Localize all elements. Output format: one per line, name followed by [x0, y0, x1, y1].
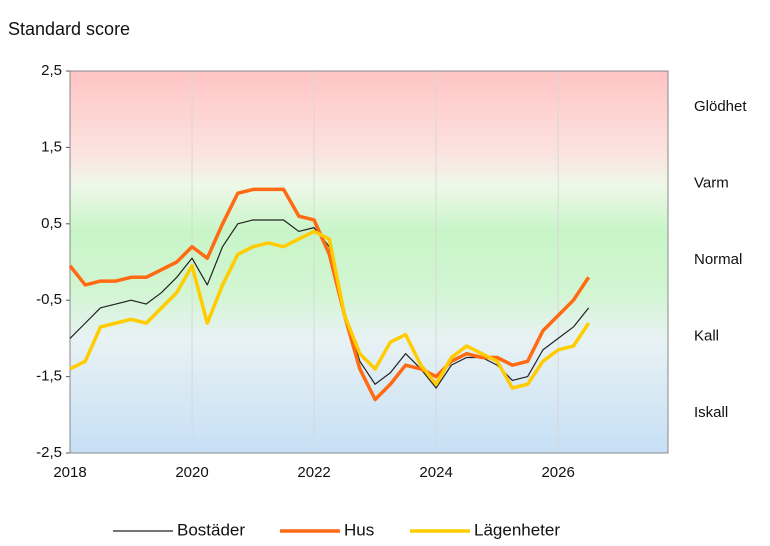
plot-background	[70, 71, 668, 453]
y-tick-label: -2,5	[36, 444, 62, 461]
y-tick-label: 0,5	[41, 215, 62, 232]
zone-label: Kall	[694, 327, 719, 344]
y-tick-label: 2,5	[41, 62, 62, 79]
legend-label: Bostäder	[177, 520, 245, 539]
x-tick-label: 2020	[175, 464, 208, 481]
y-tick-label: -0,5	[36, 291, 62, 308]
series-line	[68, 187, 591, 402]
x-tick-label: 2022	[297, 464, 330, 481]
plot-frame	[69, 70, 669, 454]
x-tick-label: 2018	[53, 464, 86, 481]
zone-label: Varm	[694, 175, 729, 192]
zone-label: Glödhet	[694, 98, 747, 115]
x-tick-label: 2026	[541, 464, 574, 481]
legend-label: Lägenheter	[474, 520, 560, 539]
y-axis-title: Standard score	[8, 19, 130, 39]
x-tick-label: 2024	[419, 464, 452, 481]
y-tick-label: 1,5	[41, 138, 62, 155]
zone-label: Normal	[694, 251, 742, 268]
y-tick-label: -1,5	[36, 368, 62, 385]
series-line	[69, 229, 591, 390]
legend-label: Hus	[344, 520, 374, 539]
zone-label: Iskall	[694, 404, 728, 421]
